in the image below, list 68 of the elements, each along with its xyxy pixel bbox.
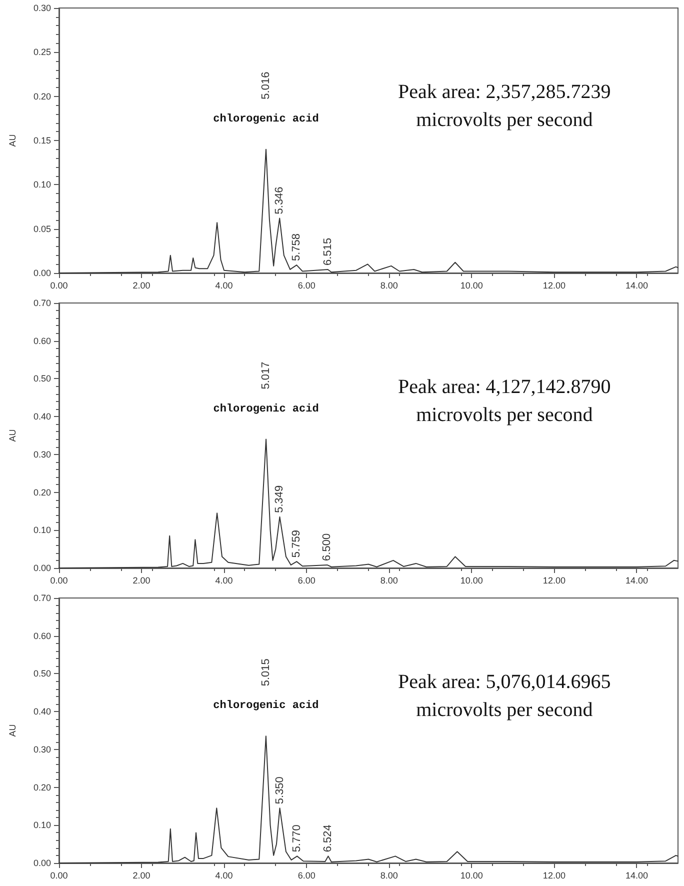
y-tick-label: 0.10 [33,820,51,830]
y-tick-label: 0.00 [33,268,51,278]
x-tick-label: 12.00 [542,280,566,290]
x-tick-label: 8.00 [380,576,398,586]
annotation: 5.016 [260,72,272,100]
annotation: 6.515 [322,238,334,266]
y-tick-label: 0.40 [33,412,51,422]
x-tick-label: 10.00 [460,280,483,290]
x-tick-label: 6.00 [298,870,316,880]
y-tick-label: 0.30 [33,744,51,754]
x-tick-label: 2.00 [132,870,150,880]
y-axis-title: AU [8,724,18,737]
x-tick-label: 10.00 [460,870,483,880]
x-tick-label: 14.00 [625,576,648,586]
x-tick-label: 0.00 [50,576,68,586]
y-tick-label: 0.05 [33,224,51,234]
x-tick-label: 4.00 [215,280,233,290]
y-tick-label: 0.00 [33,858,51,868]
y-tick-label: 0.40 [33,706,51,717]
y-tick-label: 0.60 [33,630,51,641]
x-tick-label: 12.00 [542,576,566,586]
x-tick-label: 14.00 [625,870,648,880]
annotation: 5.346 [274,186,286,214]
y-tick-label: 0.15 [33,136,51,146]
x-tick-label: 0.00 [50,870,68,880]
y-tick-label: 0.10 [33,525,51,536]
annotation: 5.759 [290,530,303,558]
annotation: 5.017 [260,362,272,390]
x-tick-label: 8.00 [380,870,398,880]
annotation: chlorogenic acid [213,113,319,126]
y-tick-label: 0.50 [33,374,51,384]
x-tick-label: 2.00 [132,280,150,290]
annotation: 5.349 [274,485,286,513]
x-tick-label: 12.00 [542,870,566,880]
y-tick-label: 0.20 [33,487,51,498]
x-tick-label: 10.00 [460,576,483,586]
y-axis-title: AU [8,134,18,147]
annotation: chlorogenic acid [213,403,319,416]
annotation: 6.500 [321,533,334,561]
y-tick-label: 0.70 [33,593,51,603]
x-tick-label: 6.00 [298,576,316,586]
annotation: Peak area: 4,127,142.8790 microvolts per second [398,376,611,426]
x-tick-label: 6.00 [298,280,316,290]
x-tick-label: 4.00 [215,870,233,880]
annotation: 5.770 [291,824,304,852]
x-tick-label: 8.00 [380,280,398,290]
y-tick-label: 0.20 [33,91,51,102]
y-tick-label: 0.10 [33,180,51,190]
annotation: Peak area: 2,357,285.7239 microvolts per second [398,81,611,132]
y-tick-label: 0.30 [33,449,51,460]
y-tick-label: 0.30 [33,3,51,13]
annotation: 6.524 [322,824,334,852]
y-tick-label: 0.60 [33,336,51,346]
y-tick-label: 0.00 [33,563,51,573]
y-tick-label: 0.20 [33,782,51,792]
y-tick-label: 0.50 [33,668,51,679]
annotation: chlorogenic acid [213,700,319,712]
annotation: 5.758 [290,234,303,262]
x-tick-label: 4.00 [215,576,233,586]
y-tick-label: 0.70 [33,298,51,308]
annotation: 5.350 [274,776,286,804]
x-tick-label: 14.00 [625,280,648,290]
x-tick-label: 0.00 [50,280,68,290]
y-axis-title: AU [8,429,18,442]
annotation: 5.015 [260,658,272,686]
y-tick-label: 0.25 [33,47,51,58]
annotation: Peak area: 5,076,014.6965 microvolts per second [398,671,611,722]
x-tick-label: 2.00 [132,576,150,586]
